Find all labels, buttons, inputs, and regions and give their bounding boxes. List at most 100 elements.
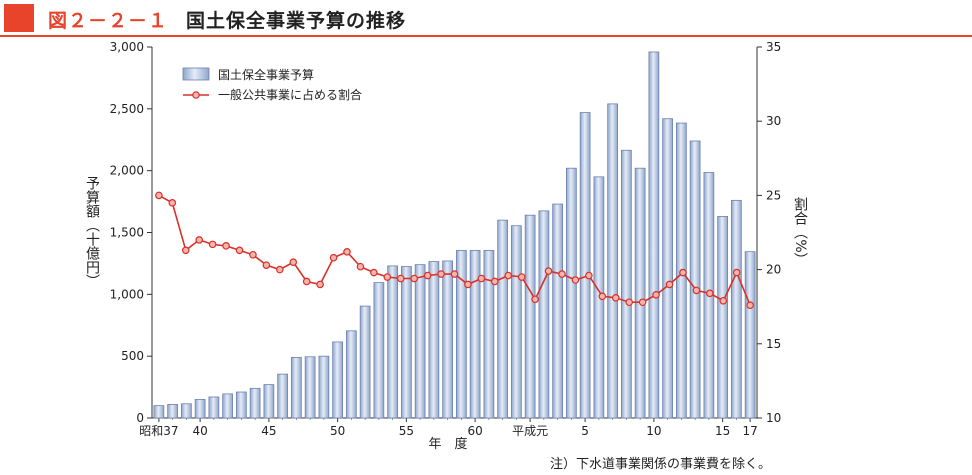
- right-tick-label: 20: [766, 263, 781, 277]
- bar: [607, 103, 618, 419]
- right-tick-label: 15: [766, 337, 781, 351]
- ratio-point: [195, 236, 203, 244]
- bar: [717, 216, 728, 419]
- left-tick-label: 1,000: [110, 287, 144, 301]
- header-rule: [0, 35, 972, 37]
- ratio-point: [423, 271, 432, 280]
- bar: [249, 387, 261, 419]
- ratio-point: [504, 271, 513, 280]
- axis-labels: 0 500 1,000 1,500 2,000 2,500 3,000 10 15 20 25 30 3…: [84, 40, 808, 452]
- ratio-point: [571, 276, 580, 284]
- bar: [497, 219, 508, 419]
- bar: [579, 112, 591, 419]
- x-tick-label: 45: [261, 424, 276, 438]
- legend-bar-label: 国土保全事業予算: [218, 67, 314, 82]
- left-tick-label: 2,500: [110, 102, 144, 116]
- ratio-point: [450, 270, 459, 278]
- legend-line-marker: [192, 91, 200, 99]
- ratio-point: [235, 246, 244, 255]
- ratio-point: [491, 277, 499, 286]
- ratio-point: [208, 240, 217, 249]
- ratio-point: [625, 298, 633, 307]
- bar: [744, 251, 756, 419]
- bar: [524, 214, 536, 419]
- ratio-point: [531, 295, 539, 304]
- bar: [167, 403, 178, 419]
- ratio-point: [732, 268, 741, 277]
- ratio-point: [276, 265, 284, 274]
- bar: [318, 355, 330, 419]
- bar: [689, 140, 701, 419]
- ratio-point: [638, 298, 647, 307]
- bar: [538, 210, 550, 419]
- ratio-point: [544, 267, 553, 275]
- left-tick-label: 3,000: [110, 40, 144, 54]
- ratio-point: [437, 270, 445, 278]
- header-marker: [4, 4, 34, 32]
- bar: [731, 199, 742, 419]
- ratio-point: [356, 262, 365, 271]
- bar: [648, 51, 660, 419]
- ratio-point: [302, 277, 311, 286]
- ratio-point: [343, 247, 351, 256]
- x-tick-label: 平成元: [512, 424, 548, 438]
- right-tick-label: 30: [766, 114, 781, 128]
- bar: [359, 305, 371, 419]
- x-tick-label: 50: [330, 424, 345, 438]
- right-tick-label: 10: [766, 411, 781, 425]
- bar: [634, 167, 646, 419]
- left-tick-label: 1,500: [110, 226, 144, 240]
- left-axis-title: 予算額（十億円）: [84, 176, 100, 288]
- bar: [552, 203, 563, 419]
- ratio-point: [464, 280, 472, 289]
- ratio-point: [611, 293, 620, 302]
- x-tick-label: 10: [646, 424, 661, 438]
- ratio-point: [692, 286, 701, 295]
- right-axis-title: 割合（%）: [792, 197, 808, 267]
- x-tick-label: 17: [742, 424, 757, 438]
- bar: [194, 399, 206, 419]
- bar: [181, 403, 192, 419]
- bar-series: [153, 51, 756, 419]
- ratio-point: [652, 291, 660, 299]
- ratio-point: [329, 253, 338, 262]
- bar: [456, 250, 467, 419]
- ratio-point: [679, 268, 687, 277]
- ratio-point: [719, 296, 728, 305]
- ratio-point: [289, 258, 298, 266]
- bar: [387, 265, 398, 419]
- ratio-point: [168, 199, 177, 207]
- bar: [222, 393, 233, 419]
- bar: [483, 250, 495, 419]
- bar: [511, 225, 522, 419]
- ratio-line: [158, 194, 751, 306]
- ratio-point: [181, 246, 190, 255]
- bar: [373, 282, 385, 419]
- bar: [346, 330, 357, 419]
- ratio-point: [370, 268, 378, 277]
- figure-title: 国土保全事業予算の推移: [186, 10, 407, 32]
- bar: [566, 167, 577, 419]
- ratio-point: [396, 274, 405, 283]
- ratio-point: [746, 301, 754, 310]
- bar: [236, 391, 247, 419]
- figure-number: 図２－２－１: [48, 10, 169, 32]
- x-axis-title: 年 度: [428, 436, 467, 452]
- bar: [332, 341, 343, 419]
- x-tick-label: 5: [581, 424, 589, 438]
- bar: [442, 260, 453, 419]
- ratio-point: [249, 250, 257, 259]
- bar: [662, 118, 673, 419]
- ratio-point: [477, 274, 486, 283]
- bar: [208, 396, 220, 419]
- bar: [153, 405, 165, 419]
- line-series: [155, 191, 754, 310]
- ratio-point: [558, 270, 566, 278]
- x-tick-label: 60: [467, 424, 482, 438]
- right-tick-label: 25: [766, 188, 781, 202]
- ratio-point: [262, 261, 271, 269]
- bar: [263, 384, 275, 419]
- legend-bar-swatch: [182, 67, 210, 81]
